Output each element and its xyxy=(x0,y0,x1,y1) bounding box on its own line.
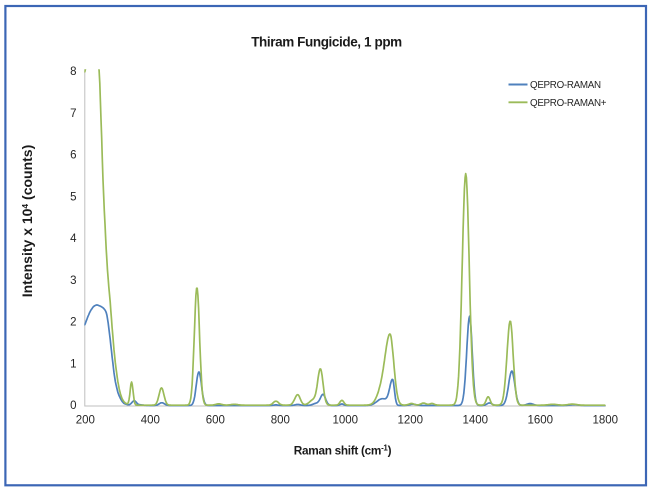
svg-text:1400: 1400 xyxy=(463,415,489,427)
svg-text:QEPRO-RAMAN: QEPRO-RAMAN xyxy=(530,80,601,91)
svg-text:Intensity x 104 (counts): Intensity x 104 (counts) xyxy=(19,145,35,298)
svg-text:2: 2 xyxy=(70,317,76,329)
svg-text:800: 800 xyxy=(271,415,290,427)
svg-text:1800: 1800 xyxy=(593,415,619,427)
svg-text:6: 6 xyxy=(70,150,76,162)
svg-text:Thiram Fungicide, 1 ppm: Thiram Fungicide, 1 ppm xyxy=(251,35,402,50)
svg-text:600: 600 xyxy=(206,415,225,427)
svg-text:4: 4 xyxy=(70,233,77,245)
svg-text:Raman shift (cm-1): Raman shift (cm-1) xyxy=(294,443,392,457)
svg-text:0: 0 xyxy=(70,400,76,412)
svg-text:1: 1 xyxy=(70,358,76,370)
svg-text:3: 3 xyxy=(70,275,76,287)
svg-text:8: 8 xyxy=(70,66,76,78)
svg-text:400: 400 xyxy=(141,415,160,427)
svg-text:7: 7 xyxy=(70,108,76,120)
svg-text:QEPRO-RAMAN+: QEPRO-RAMAN+ xyxy=(530,98,607,109)
svg-text:5: 5 xyxy=(70,191,76,203)
svg-text:1000: 1000 xyxy=(333,415,359,427)
svg-text:1600: 1600 xyxy=(528,415,554,427)
svg-text:1200: 1200 xyxy=(398,415,424,427)
svg-text:200: 200 xyxy=(76,415,95,427)
